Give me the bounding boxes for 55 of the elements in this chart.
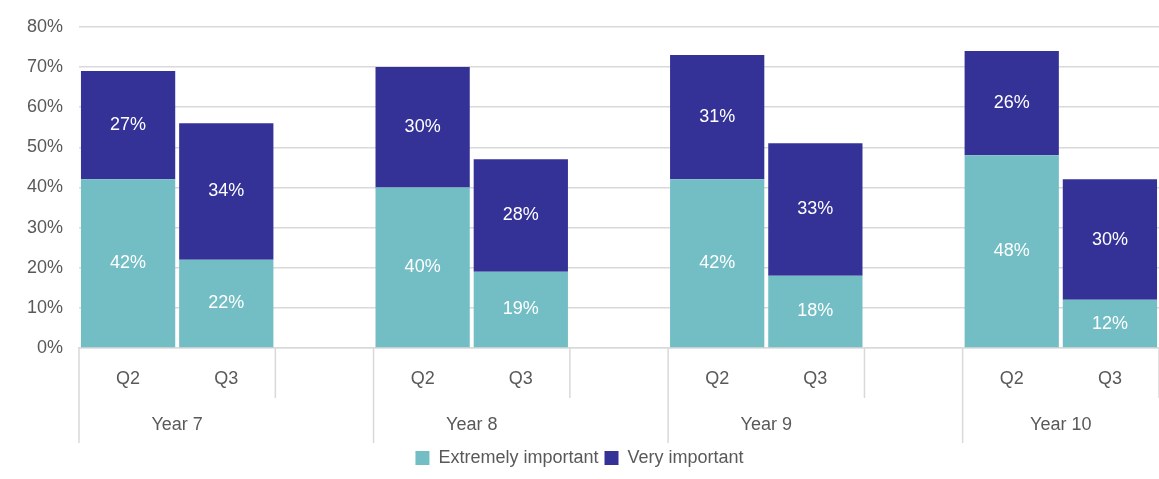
text: Year 8 (446, 413, 498, 434)
bar (768, 143, 863, 276)
data-label: 22% (208, 292, 245, 313)
y-tick-label: 80% (26, 15, 63, 36)
data-label: 42% (699, 252, 736, 273)
data-label: 33% (797, 198, 834, 219)
data-label: 19% (502, 298, 539, 319)
data-label: 42% (110, 252, 147, 273)
bar (375, 66, 470, 188)
bar (1062, 179, 1158, 300)
bar (964, 50, 1059, 156)
bar (473, 271, 568, 348)
data-label: 12% (1091, 312, 1128, 333)
data-label: 30% (404, 116, 441, 137)
x-tick-label: Q3 (508, 367, 533, 388)
bar (80, 179, 176, 348)
text: Year 7 (151, 413, 203, 434)
data-label: 31% (699, 106, 736, 127)
x-tick-label: Q3 (214, 367, 239, 388)
x-tick-label: Q2 (410, 367, 435, 388)
data-label: 48% (993, 240, 1030, 261)
y-tick-label: 50% (26, 136, 63, 157)
bar (179, 259, 274, 348)
data-label: 40% (404, 256, 441, 277)
text: Year 10 (1030, 413, 1092, 434)
y-tick-label: 70% (26, 55, 63, 76)
bar (179, 123, 274, 260)
data-label: 34% (208, 180, 245, 201)
data-label: 18% (797, 300, 834, 321)
y-tick-label: 20% (26, 256, 63, 277)
data-label: 27% (110, 114, 147, 135)
x-tick-label: Q2 (999, 367, 1024, 388)
y-tick-label: 60% (26, 96, 63, 117)
x-tick-label: Q2 (116, 367, 141, 388)
y-tick-label: 40% (26, 176, 63, 197)
y-tick-label: 10% (26, 296, 63, 317)
data-label: 26% (993, 92, 1030, 113)
text: Year 9 (740, 413, 792, 434)
bar (1062, 299, 1158, 348)
bar (80, 70, 176, 180)
bar (670, 54, 765, 180)
x-tick-label: Q3 (803, 367, 828, 388)
y-tick-label: 0% (36, 336, 63, 357)
data-label: 30% (1091, 228, 1128, 249)
bar (768, 275, 863, 348)
legend-label: Very important (627, 446, 744, 467)
data-label: 28% (502, 204, 539, 225)
bar (375, 187, 470, 348)
legend-label: Extremely important (438, 446, 599, 467)
bar (473, 159, 568, 272)
x-tick-label: Q2 (705, 367, 730, 388)
bar (670, 179, 765, 348)
x-tick-label: Q3 (1097, 367, 1122, 388)
bar (964, 155, 1059, 348)
y-tick-label: 30% (26, 216, 63, 237)
